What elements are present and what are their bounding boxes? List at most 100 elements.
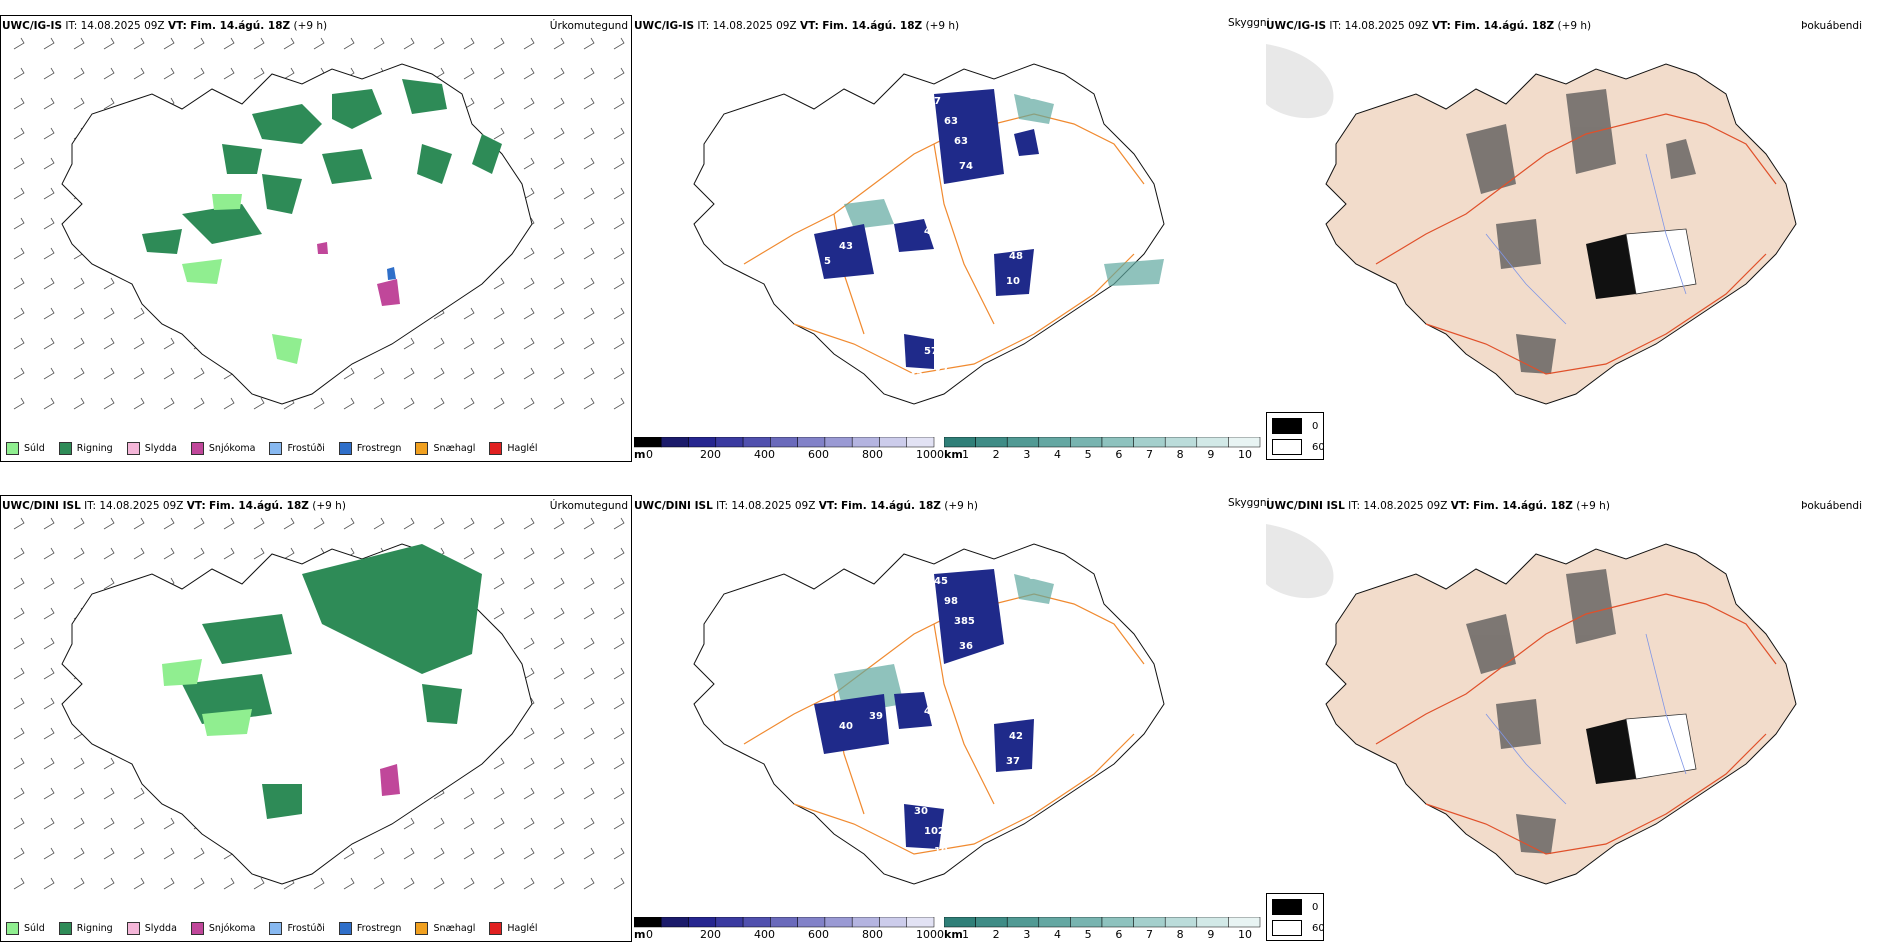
colorbar-tick: 8	[1176, 928, 1184, 941]
legend-item-súld: Súld	[6, 921, 45, 935]
wind-barb	[13, 607, 25, 620]
wind-barb	[523, 817, 535, 830]
cloud-base-label: 42	[1009, 731, 1023, 742]
colorbar-tick: 600	[808, 928, 829, 941]
wind-barb	[133, 517, 145, 530]
wind-barb	[253, 547, 265, 560]
wind-barb	[13, 547, 25, 560]
colorbar-cell	[1228, 917, 1261, 928]
wind-barb	[613, 607, 625, 620]
wind-barb	[403, 367, 415, 380]
wind-barb	[13, 517, 25, 530]
wind-barb	[553, 727, 565, 740]
wind-barb	[43, 817, 55, 830]
wind-barb	[163, 547, 175, 560]
wind-barb	[523, 247, 535, 260]
wind-barb	[553, 577, 565, 590]
wind-barb	[553, 67, 565, 80]
fog-high-label: 60	[1312, 922, 1325, 934]
wind-barb	[523, 337, 535, 350]
legend-item-snjókoma: Snjókoma	[190, 921, 256, 935]
wind-barb	[523, 517, 535, 530]
fog-high-label: 60	[1312, 441, 1325, 453]
vt-label: VT:	[1450, 500, 1470, 512]
colorbar-cell	[715, 917, 744, 928]
wind-barb	[133, 37, 145, 50]
fog-title-2: Þokuábendi	[1801, 500, 1862, 512]
colorbar-tick: 800	[862, 928, 883, 941]
cloud-base-label: 43	[839, 241, 853, 252]
wind-barb	[583, 517, 595, 530]
wind-barb	[133, 547, 145, 560]
wind-barb	[133, 817, 145, 830]
height-colorbar-1	[634, 437, 935, 448]
wind-barb	[463, 787, 475, 800]
wind-barb	[133, 367, 145, 380]
wind-barb	[283, 67, 295, 80]
wind-barb	[463, 367, 475, 380]
legend-item-haglél: Haglél	[489, 921, 538, 935]
wind-barb	[463, 817, 475, 830]
wind-barb	[583, 637, 595, 650]
wind-barb	[613, 577, 625, 590]
precip-legend-2: Súld Rigning Slydda Snjókoma Frostúði Frostre…	[0, 915, 632, 941]
drizzle-areas	[162, 659, 252, 736]
wind-barb	[463, 517, 475, 530]
precip-title-2: Úrkomutegund	[549, 500, 628, 512]
colorbar-cell	[742, 917, 771, 928]
wind-barb	[583, 67, 595, 80]
colorbar-cell	[1196, 917, 1229, 928]
wind-barb	[493, 517, 505, 530]
wind-barb	[103, 367, 115, 380]
legend-swatch	[489, 441, 503, 455]
fog-legend-1: 0 60	[1266, 412, 1325, 460]
it-label: IT:	[1348, 500, 1361, 512]
colorbar-cell	[824, 917, 853, 928]
iceland-outline	[61, 63, 533, 405]
lead-time: (+9 h)	[944, 500, 978, 512]
legend-item-rigning: Rigning	[58, 441, 113, 455]
wind-barb	[73, 397, 85, 410]
wind-barb	[253, 37, 265, 50]
legend-label: Haglél	[507, 922, 538, 934]
wind-barb	[613, 517, 625, 530]
vis-unit-2: km	[944, 928, 963, 941]
cloud-base-label: 30	[914, 806, 928, 817]
wind-barb	[223, 37, 235, 50]
wind-barb	[493, 307, 505, 320]
wind-barb	[613, 307, 625, 320]
colorbar-cell	[975, 917, 1008, 928]
wind-barb	[583, 847, 595, 860]
wind-barb	[613, 787, 625, 800]
vt-label: VT:	[167, 20, 187, 32]
fog-roads	[1375, 593, 1777, 855]
wind-barb	[43, 757, 55, 770]
cloud-base-label: 40	[924, 226, 938, 237]
wind-barb	[583, 277, 595, 290]
precip-legend-1: Súld Rigning Slydda Snjókoma Frostúði Frostre…	[0, 435, 632, 461]
model-name: UWC/IG-IS	[1266, 20, 1327, 32]
wind-barb	[103, 817, 115, 830]
wind-barb	[613, 277, 625, 290]
wind-barb	[43, 667, 55, 680]
cloud-base-label: 63	[954, 136, 968, 147]
colorbar-tick: 1000	[916, 448, 944, 461]
wind-barb	[433, 37, 445, 50]
wind-barb	[523, 577, 535, 590]
wind-barb	[463, 307, 475, 320]
wind-barb	[583, 877, 595, 890]
wind-barb	[103, 577, 115, 590]
it-label: IT:	[84, 500, 97, 512]
colorbar-cell	[742, 437, 771, 448]
wind-barb	[523, 157, 535, 170]
wind-barb	[583, 577, 595, 590]
legend-label: Snjókoma	[208, 922, 256, 934]
cloud-base-label: 44	[894, 606, 908, 617]
wind-barb	[493, 817, 505, 830]
iceland-land	[1325, 543, 1797, 885]
wind-barb	[253, 517, 265, 530]
wind-barb	[463, 397, 475, 410]
cloud-base-label: 36	[959, 641, 973, 652]
legend-item-haglél: Haglél	[489, 441, 538, 455]
